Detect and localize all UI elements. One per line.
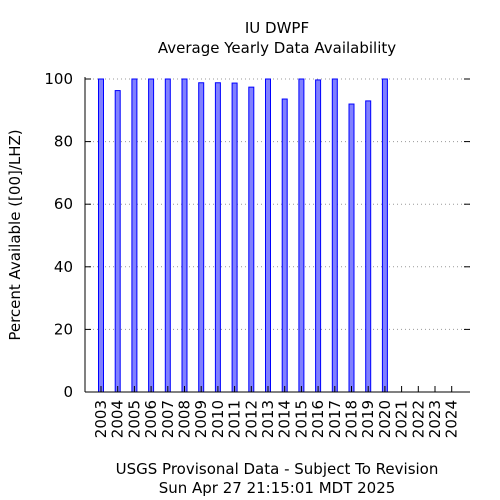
bar-2014 (281, 98, 288, 393)
x-tick-label-2019: 2019 (359, 400, 377, 438)
x-tick-label-2013: 2013 (259, 400, 277, 438)
axes (84, 77, 470, 393)
bar-2009 (198, 82, 205, 393)
bar-2012 (248, 86, 255, 393)
x-tick-label-2004: 2004 (109, 400, 127, 438)
chart-subtitle: Average Yearly Data Availability (158, 39, 396, 57)
y-tick-label-100: 100 (44, 70, 73, 88)
bar-2013 (265, 78, 271, 393)
bar-2015 (298, 78, 305, 393)
x-tick-label-2009: 2009 (192, 400, 210, 438)
x-tick-label-2011: 2011 (226, 400, 244, 438)
bar-2016 (315, 79, 322, 393)
chart-timestamp: Sun Apr 27 21:15:01 MDT 2025 (159, 479, 396, 497)
bar-2017 (331, 78, 338, 393)
bars (98, 78, 388, 393)
y-tick-label-0: 0 (63, 383, 73, 401)
x-axis-label: USGS Provisonal Data - Subject To Revisi… (116, 460, 439, 478)
grid-lines (85, 78, 470, 330)
bar-2020 (381, 78, 388, 393)
x-tick-label-2012: 2012 (242, 400, 260, 438)
bar-2018 (348, 103, 355, 393)
x-tick-label-2021: 2021 (393, 400, 411, 438)
bar-2008 (181, 78, 188, 393)
y-tick-label-80: 80 (54, 133, 73, 151)
bar-2005 (131, 78, 138, 393)
x-tick-label-2022: 2022 (409, 400, 427, 438)
y-tick-label-60: 60 (54, 195, 73, 213)
x-tick-label-2018: 2018 (343, 400, 361, 438)
x-tick-label-2020: 2020 (376, 400, 394, 438)
x-tick-label-2024: 2024 (443, 400, 461, 438)
x-tick-label-2017: 2017 (326, 400, 344, 438)
bar-2003 (98, 78, 104, 393)
x-tick-label-2016: 2016 (309, 400, 327, 438)
x-tick-labels: 2003200420052006200720082009201020112012… (92, 400, 461, 438)
x-tick-label-2010: 2010 (209, 400, 227, 438)
bar-2004 (114, 90, 121, 393)
x-tick-label-2023: 2023 (426, 400, 444, 438)
x-tick-label-2014: 2014 (276, 400, 294, 438)
bar-2006 (148, 78, 155, 393)
x-tick-label-2008: 2008 (176, 400, 194, 438)
x-tick-label-2006: 2006 (142, 400, 160, 438)
bar-2010 (214, 82, 221, 393)
x-tick-label-2015: 2015 (292, 400, 310, 438)
y-tick-label-40: 40 (54, 258, 73, 276)
y-tick-label-20: 20 (54, 320, 73, 338)
bar-2007 (164, 78, 171, 393)
y-axis-label: Percent Available ([00]/LHZ) (6, 129, 24, 340)
chart-title: IU DWPF (245, 19, 309, 37)
x-tick-label-2007: 2007 (159, 400, 177, 438)
bar-2011 (231, 82, 238, 393)
y-tick-labels: 0 20 40 60 80 100 (44, 70, 73, 401)
bar-2019 (365, 100, 372, 393)
x-tick-label-2005: 2005 (125, 400, 143, 438)
x-tick-label-2003: 2003 (92, 400, 110, 438)
